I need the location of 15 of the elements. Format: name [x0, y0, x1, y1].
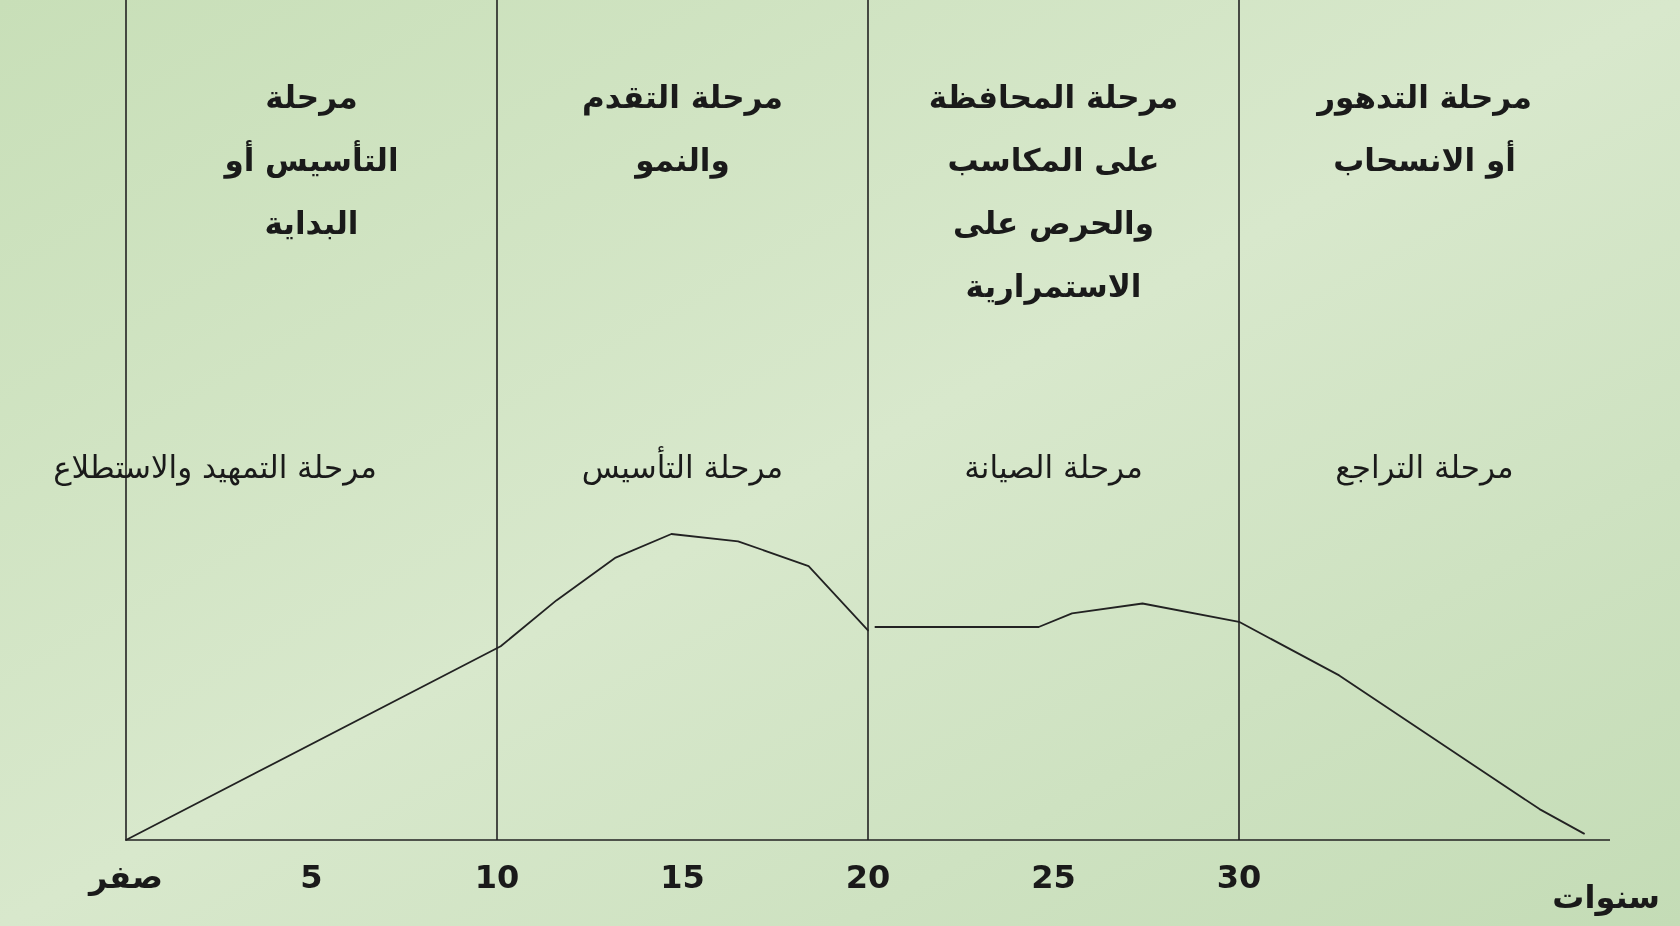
x-tick-label: 30	[1216, 858, 1262, 896]
x-tick-label: 5	[300, 858, 323, 896]
x-tick-label: 25	[1031, 858, 1076, 896]
text: مرحلة المحافظة على المكاسب والحرص على الاستمرارية	[928, 79, 1179, 305]
text: مرحلة التراجع	[1335, 449, 1514, 486]
x-tick-label: صفر	[87, 858, 163, 896]
text: مرحلة التدهور أو الانسحاب	[1315, 79, 1532, 179]
text: مرحلة التقدم والنمو	[582, 79, 783, 179]
x-tick-label: 15	[660, 858, 705, 896]
x-tick-label: 20	[845, 858, 891, 896]
x-tick-label: 10	[474, 858, 520, 896]
text: مرحلة التأسيس أو البداية	[222, 79, 399, 241]
text: مرحلة التأسيس	[581, 446, 784, 486]
text: مرحلة الصيانة	[964, 449, 1143, 486]
x-axis-title: سنوات	[1552, 878, 1660, 916]
